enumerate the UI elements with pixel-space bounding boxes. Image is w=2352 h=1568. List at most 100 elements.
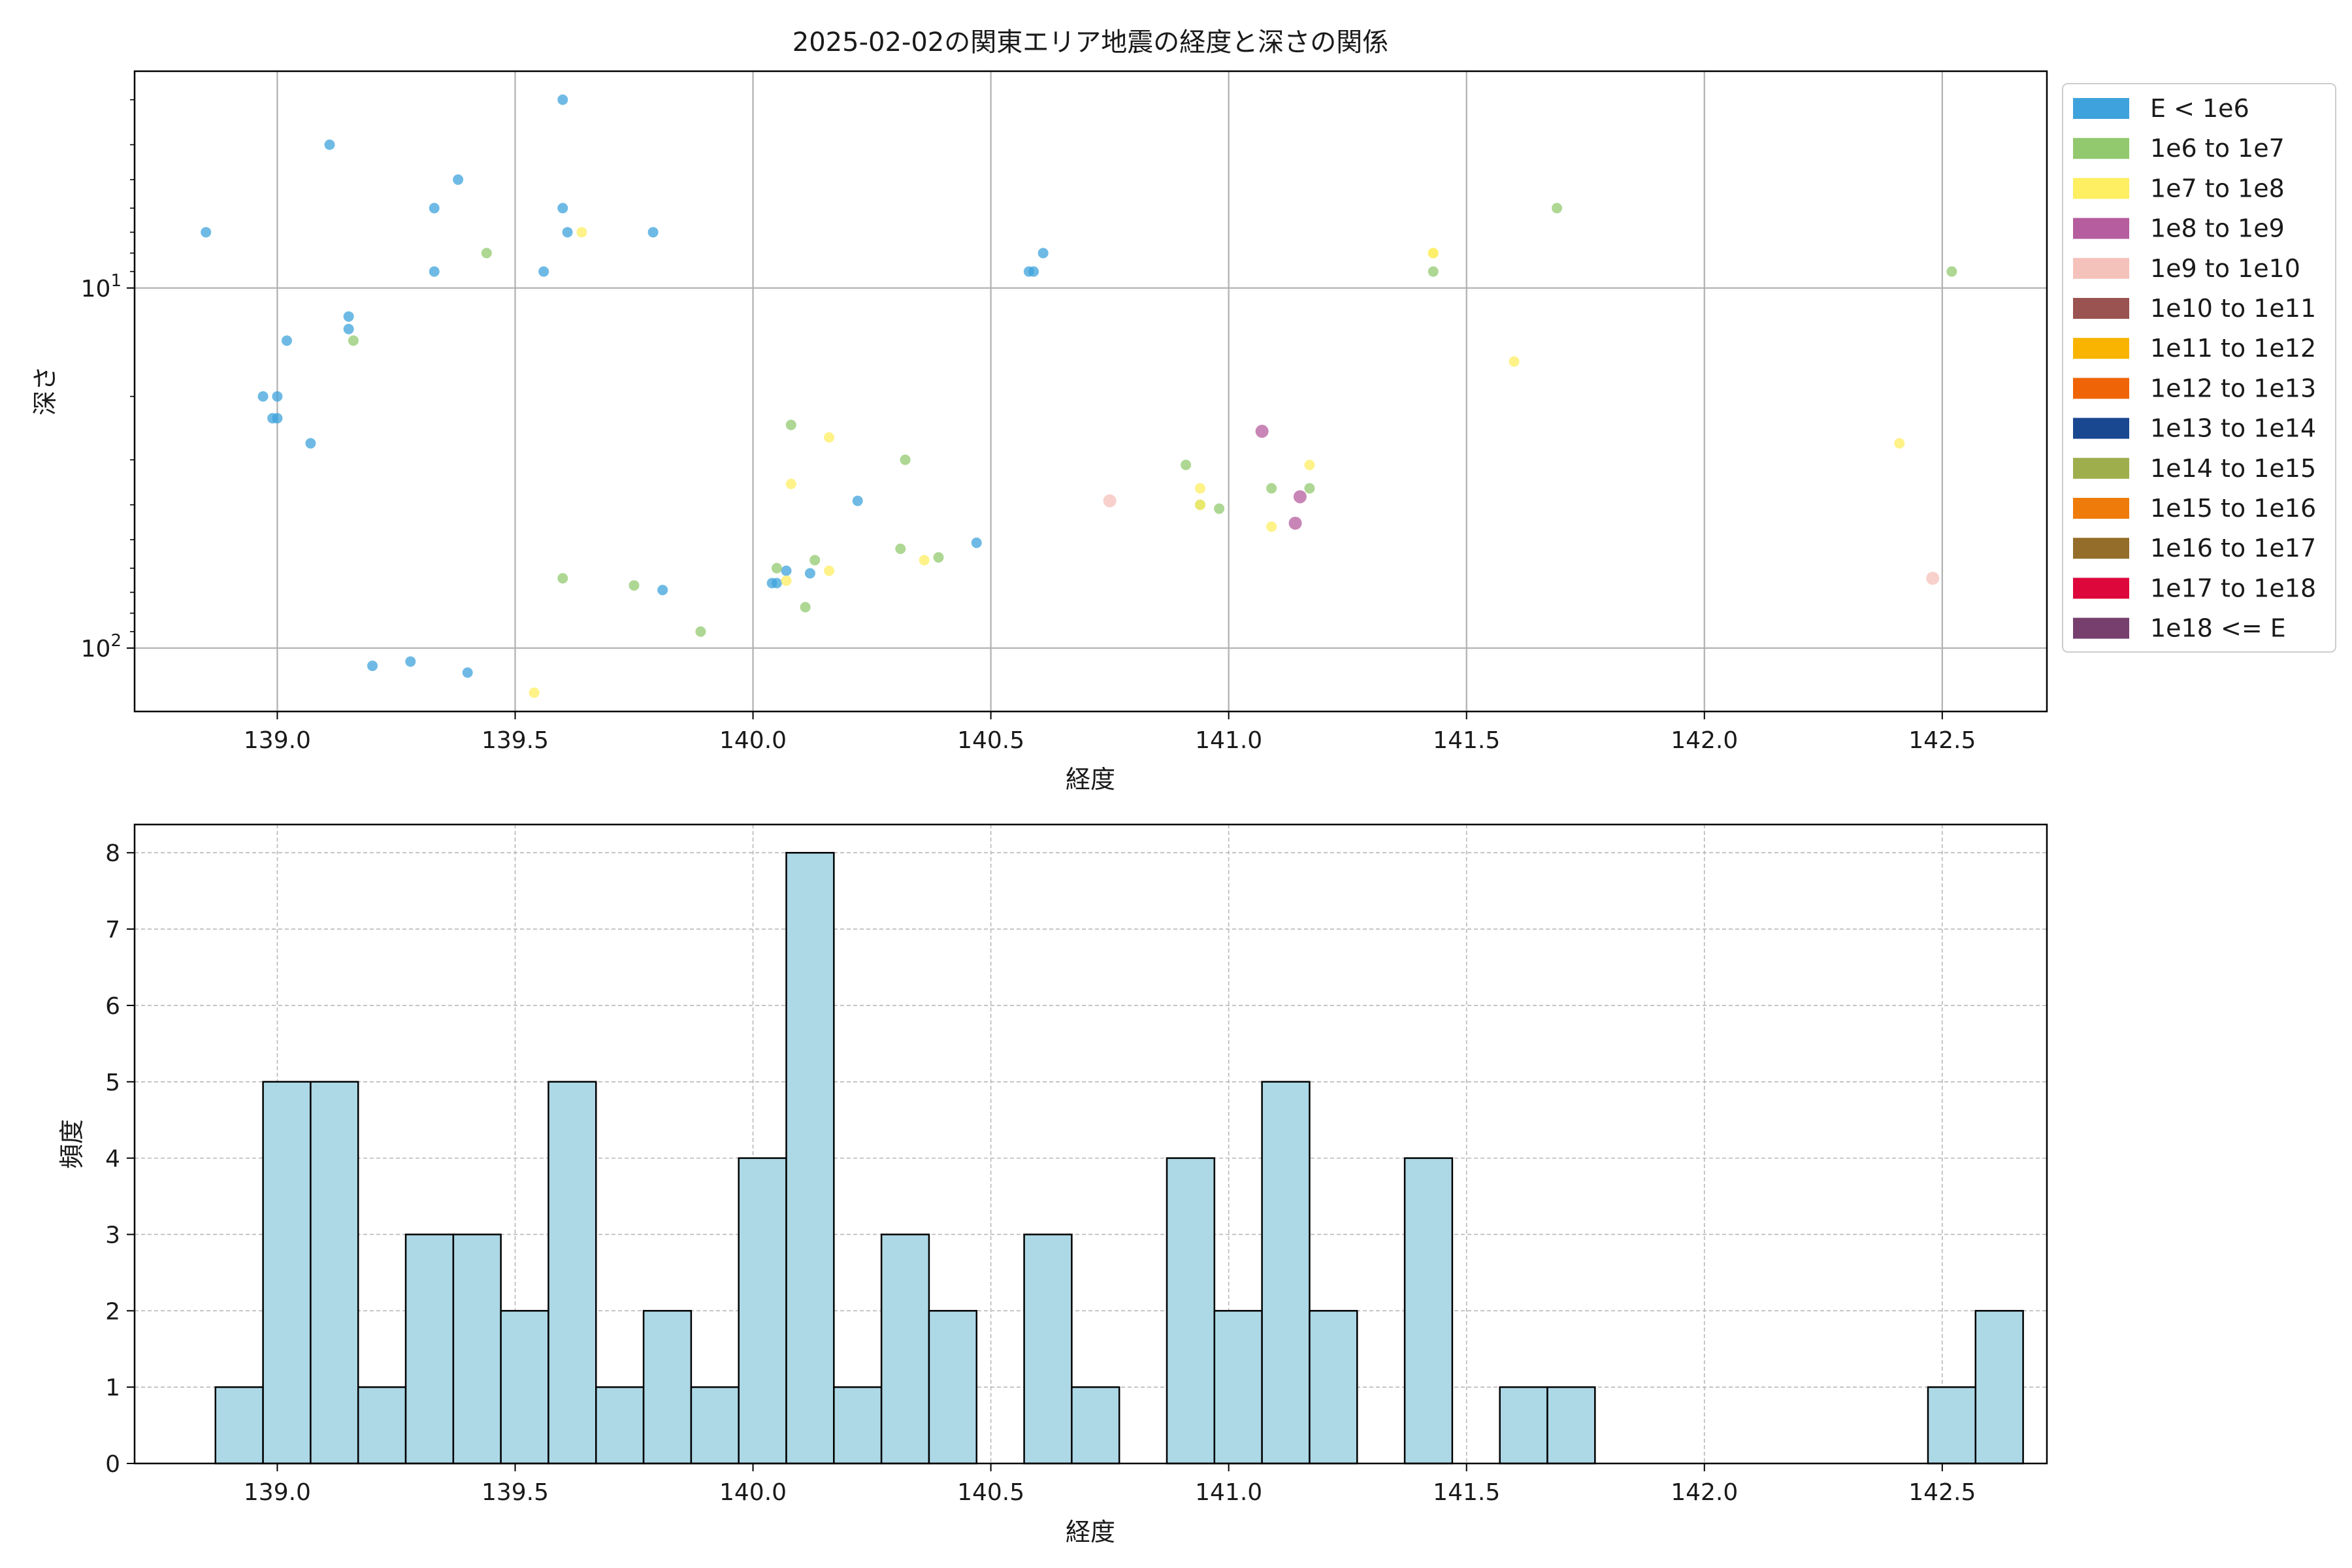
scatter-point bbox=[1293, 490, 1307, 504]
scatter-x-tick-label: 142.5 bbox=[1908, 727, 1976, 754]
legend-label: 1e9 to 1e10 bbox=[2150, 254, 2300, 283]
scatter-point bbox=[771, 578, 782, 589]
histogram-bar bbox=[785, 851, 835, 1465]
legend-swatch bbox=[2073, 257, 2129, 279]
histogram-bar bbox=[1927, 1386, 1977, 1465]
scatter-point bbox=[1037, 248, 1049, 259]
legend-label: 1e15 to 1e16 bbox=[2150, 494, 2316, 523]
legend-label: 1e6 to 1e7 bbox=[2150, 134, 2285, 163]
legend-swatch bbox=[2073, 538, 2129, 559]
legend-label: 1e14 to 1e15 bbox=[2150, 454, 2316, 483]
scatter-point bbox=[785, 478, 796, 489]
scatter-point bbox=[453, 174, 464, 185]
scatter-point bbox=[429, 266, 440, 277]
scatter-point bbox=[481, 248, 492, 259]
histogram-bar bbox=[880, 1233, 930, 1465]
scatter-point bbox=[1266, 521, 1277, 532]
histogram-bar bbox=[595, 1386, 645, 1465]
scatter-point bbox=[781, 575, 792, 586]
scatter-axes-frame bbox=[133, 70, 2048, 713]
histogram-y-tick-label: 7 bbox=[105, 917, 120, 943]
legend-label: 1e13 to 1e14 bbox=[2150, 414, 2316, 443]
scatter-point bbox=[1428, 266, 1439, 277]
legend-swatch bbox=[2073, 178, 2129, 199]
histogram-y-tick-label: 8 bbox=[105, 840, 120, 867]
scatter-point bbox=[1304, 483, 1315, 494]
scatter-point bbox=[557, 94, 568, 105]
histogram-ticks: 139.0 139.5 140.0 140.5 141.0 141.5 142.0 142.5… bbox=[105, 840, 1976, 1506]
histogram-x-axis-label: 経度 bbox=[1066, 1518, 1115, 1546]
histogram-x-tick-label: 141.0 bbox=[1195, 1479, 1262, 1506]
legend-label: 1e12 to 1e13 bbox=[2150, 374, 2316, 402]
scatter-point bbox=[343, 323, 354, 335]
histogram-bar bbox=[404, 1233, 455, 1465]
legend-label: 1e18 <= E bbox=[2150, 614, 2286, 643]
histogram-bar bbox=[500, 1310, 549, 1465]
scatter-point bbox=[1028, 266, 1039, 277]
histogram-y-tick-label: 2 bbox=[105, 1298, 120, 1325]
scatter-y-axis-label: 深さ bbox=[31, 366, 59, 416]
histogram-bar bbox=[1403, 1157, 1454, 1465]
scatter-ticks: 139.0 139.5 140.0 140.5 141.0 141.5 142.0 142.5… bbox=[81, 99, 1976, 754]
histogram-bar bbox=[833, 1386, 883, 1465]
scatter-x-tick-label: 141.0 bbox=[1195, 727, 1262, 754]
scatter-point bbox=[809, 555, 821, 566]
histogram-bar bbox=[1546, 1386, 1596, 1465]
scatter-point bbox=[629, 580, 640, 591]
histogram-x-tick-label: 140.0 bbox=[719, 1479, 787, 1506]
scatter-point bbox=[781, 565, 792, 576]
scatter-point bbox=[800, 602, 811, 613]
histogram-y-tick-label: 5 bbox=[105, 1070, 120, 1096]
legend-label: 1e17 to 1e18 bbox=[2150, 574, 2316, 602]
legend-label: 1e16 to 1e17 bbox=[2150, 534, 2316, 563]
histogram-y-axis-label: 頻度 bbox=[57, 1119, 86, 1169]
histogram-bar bbox=[357, 1386, 407, 1465]
histogram-y-tick-label: 1 bbox=[105, 1375, 120, 1401]
legend: E < 1e6 1e6 to 1e7 1e7 to 1e8 1e8 to 1e9 1e9… bbox=[2062, 83, 2336, 653]
scatter-point bbox=[1894, 438, 1905, 449]
legend-swatch bbox=[2073, 218, 2129, 239]
legend-swatch bbox=[2073, 378, 2129, 399]
scatter-point bbox=[281, 335, 292, 346]
scatter-point bbox=[1103, 494, 1117, 508]
histogram-y-tick-label: 3 bbox=[105, 1222, 120, 1249]
scatter-point bbox=[1214, 503, 1225, 514]
scatter-grid bbox=[135, 71, 2047, 711]
histogram-bar bbox=[1309, 1310, 1358, 1465]
histogram-axes-frame bbox=[133, 823, 2048, 1465]
scatter-point bbox=[1255, 425, 1269, 438]
scatter-point bbox=[1181, 459, 1192, 470]
scatter-point bbox=[1509, 356, 1520, 367]
legend-swatch bbox=[2073, 578, 2129, 599]
scatter-point bbox=[1946, 266, 1957, 277]
histogram-bar bbox=[452, 1233, 502, 1465]
histogram-bar bbox=[1023, 1233, 1073, 1465]
scatter-x-tick-label: 142.0 bbox=[1671, 727, 1738, 754]
histogram-bar bbox=[1499, 1386, 1548, 1465]
histogram-bar bbox=[1213, 1310, 1263, 1465]
legend-label: 1e8 to 1e9 bbox=[2150, 214, 2285, 243]
histogram-y-tick-label: 4 bbox=[105, 1146, 120, 1173]
legend-swatch bbox=[2073, 338, 2129, 359]
histogram-bar bbox=[928, 1310, 978, 1465]
scatter-point bbox=[343, 311, 354, 322]
scatter-x-tick-label: 140.0 bbox=[719, 727, 787, 754]
scatter-x-tick-label: 139.0 bbox=[244, 727, 311, 754]
scatter-point bbox=[257, 391, 269, 402]
histogram-bar bbox=[547, 1081, 597, 1465]
histogram-y-tick-label: 6 bbox=[105, 993, 120, 1020]
histogram-x-tick-label: 142.5 bbox=[1908, 1479, 1976, 1506]
histogram-bar bbox=[1974, 1310, 2024, 1465]
legend-box bbox=[2062, 83, 2336, 653]
scatter-point bbox=[804, 568, 815, 579]
scatter-point bbox=[647, 227, 659, 238]
scatter-point bbox=[576, 227, 587, 238]
scatter-point bbox=[562, 227, 573, 238]
scatter-y-tick-label: 102 bbox=[81, 631, 122, 662]
legend-label: 1e7 to 1e8 bbox=[2150, 174, 2285, 203]
scatter-point bbox=[1304, 459, 1315, 470]
histogram-x-tick-label: 141.5 bbox=[1433, 1479, 1500, 1506]
legend-label: 1e10 to 1e11 bbox=[2150, 294, 2316, 323]
legend-swatch bbox=[2073, 138, 2129, 159]
